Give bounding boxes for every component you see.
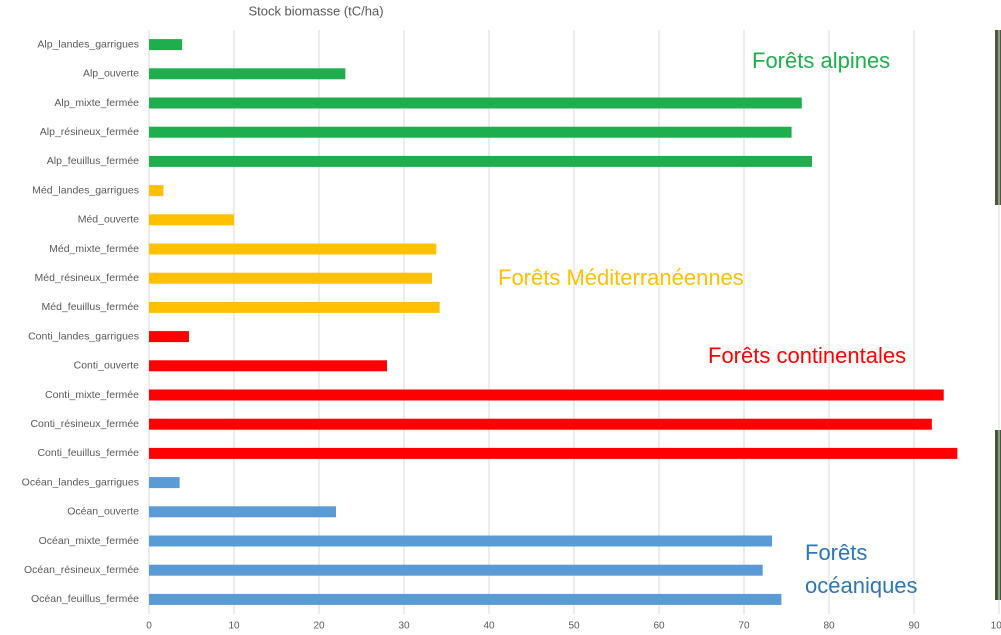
annotation: Forêts alpines — [752, 48, 890, 73]
y-tick-label: Méd_ouverte — [78, 214, 139, 226]
chart: Stock biomasse (tC/ha) 0 10 20 30 40 50 60 70 80… — [0, 0, 1001, 635]
y-tick-label: Méd_landes_garrigues — [32, 184, 139, 196]
chart-title: Stock biomasse (tC/ha) — [248, 3, 383, 18]
y-tick-label: Alp_feuillus_fermée — [47, 155, 139, 167]
y-tick-label: Alp_résineux_fermée — [40, 126, 139, 138]
y-tick-label: Océan_résineux_fermée — [24, 564, 139, 576]
annotation: océaniques — [805, 573, 918, 598]
bar — [149, 448, 957, 459]
bar — [149, 419, 932, 430]
bar — [149, 127, 792, 138]
x-tick-label: 60 — [653, 621, 665, 632]
x-tick-label: 20 — [313, 621, 325, 632]
y-tick-label: Océan_mixte_fermée — [39, 535, 140, 547]
bar — [149, 244, 436, 255]
photo-edge — [995, 430, 1001, 600]
x-tick-label: 80 — [823, 621, 835, 632]
bar — [149, 390, 944, 401]
y-tick-label: Conti_ouverte — [74, 360, 140, 372]
bar — [149, 565, 763, 576]
y-tick-label: Océan_landes_garrigues — [22, 476, 139, 488]
bar — [149, 331, 189, 342]
bar — [149, 98, 802, 109]
x-tick-label: 30 — [398, 621, 410, 632]
x-tick-label: 50 — [568, 621, 580, 632]
x-tick-label: 40 — [483, 621, 495, 632]
bar — [149, 360, 387, 371]
x-tick-label: 10 — [228, 621, 240, 632]
y-tick-label: Méd_mixte_fermée — [49, 243, 139, 255]
bar — [149, 506, 336, 517]
y-tick-label: Alp_mixte_fermée — [54, 97, 139, 109]
y-tick-label: Conti_mixte_fermée — [45, 389, 139, 401]
y-tick-label: Océan_ouverte — [67, 506, 139, 518]
bar — [149, 39, 182, 50]
bar — [149, 214, 234, 225]
bar — [149, 156, 812, 167]
y-tick-label: Océan_feuillus_fermée — [31, 593, 139, 605]
x-tick-label: 90 — [908, 621, 920, 632]
bar — [149, 594, 781, 605]
y-tick-label: Conti_feuillus_fermée — [37, 447, 139, 459]
bar — [149, 185, 163, 196]
annotation: Forêts — [805, 540, 867, 565]
annotation: Forêts continentales — [708, 343, 906, 368]
annotation: Forêts Méditerranéennes — [498, 265, 744, 290]
bar — [149, 273, 432, 284]
bar — [149, 477, 180, 488]
y-tick-label: Alp_ouverte — [83, 68, 139, 80]
y-tick-label: Alp_landes_garrigues — [37, 38, 139, 50]
photo-edge — [995, 30, 1001, 205]
x-tick-label: 0 — [146, 621, 152, 632]
bar — [149, 302, 440, 313]
bar — [149, 536, 772, 547]
y-tick-label: Conti_résineux_fermée — [30, 418, 139, 430]
x-tick-label: 70 — [738, 621, 750, 632]
y-tick-label: Méd_feuillus_fermée — [42, 301, 140, 313]
bar — [149, 68, 345, 79]
y-tick-label: Méd_résineux_fermée — [35, 272, 140, 284]
y-tick-label: Conti_landes_garrigues — [28, 330, 139, 342]
x-tick-label: 100 — [991, 621, 1001, 632]
